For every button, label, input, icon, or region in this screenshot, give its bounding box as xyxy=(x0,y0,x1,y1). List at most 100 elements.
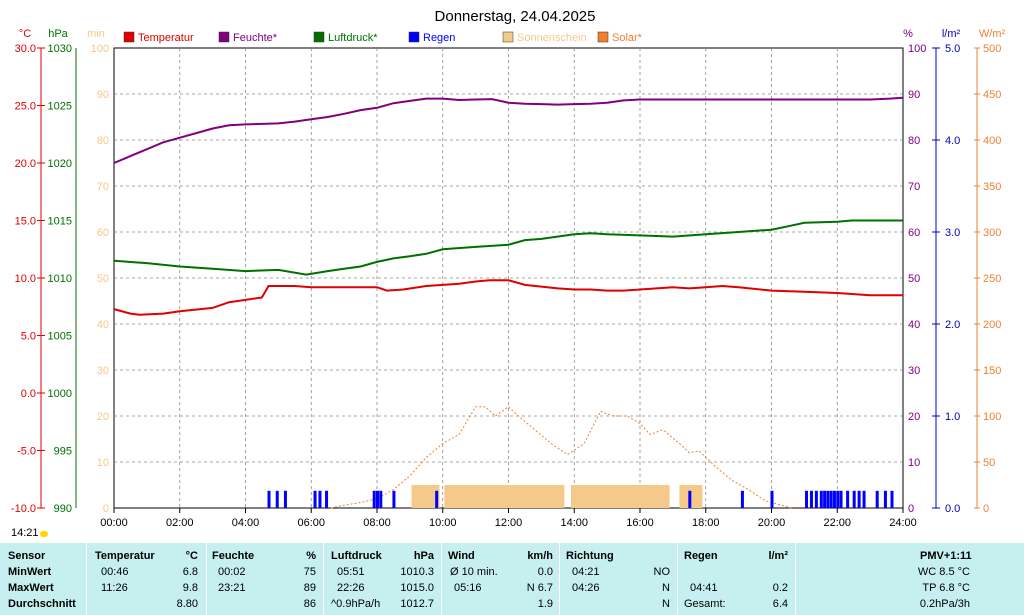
x-tick-label: 22:00 xyxy=(823,517,851,529)
max-hum-time: 23:21 xyxy=(218,582,246,594)
rain-bar xyxy=(392,490,396,508)
temp-tick-label: 0.0 xyxy=(21,388,36,400)
x-tick-label: 00:00 xyxy=(100,517,128,529)
header-humidity: Feuchte xyxy=(212,550,255,562)
pressure-tick-label: 1025 xyxy=(48,101,72,113)
max-wind: N 6.7 xyxy=(526,582,553,594)
axes: °C hPa min 30.0 25.0 20.0 15.0 10.0 5.0 0.0 -5.0 -1… xyxy=(11,28,1006,515)
header-temperature: Temperatur xyxy=(95,550,155,562)
min-hum: 75 xyxy=(303,566,316,578)
sunshine-bar xyxy=(444,485,565,508)
header-direction: Richtung xyxy=(566,550,614,562)
pressure-tick-label: 1000 xyxy=(48,388,72,400)
pressure-tick-label: 1030 xyxy=(48,43,72,55)
rain-bar xyxy=(435,490,439,508)
solar-tick-label: 500 xyxy=(983,43,1001,55)
header-pressure: Luftdruck xyxy=(331,550,382,562)
legend-label: Luftdruck* xyxy=(328,32,378,44)
sunshine-tick-label: 30 xyxy=(97,365,109,377)
avg-press: 1012.7 xyxy=(400,598,434,610)
min-wind: 0.0 xyxy=(537,566,553,578)
rain-bar xyxy=(805,490,809,508)
legend: Temperatur Feuchte* Luftdruck* Regen Sonnens… xyxy=(123,31,643,44)
header-sensor: Sensor xyxy=(8,550,46,562)
rain-bar xyxy=(829,490,833,508)
sunshine-bar xyxy=(570,485,670,508)
solar-tick-label: 450 xyxy=(983,89,1001,101)
sunshine-tick-label: 80 xyxy=(97,135,109,147)
header-wind-unit: km/h xyxy=(527,550,553,562)
temp-tick-label: 30.0 xyxy=(15,43,36,55)
temp-tick-label: 25.0 xyxy=(15,101,36,113)
rain-axis-unit: l/m² xyxy=(942,28,961,40)
rain-bar xyxy=(313,490,317,508)
humidity-tick-label: 0 xyxy=(908,503,914,515)
min-pmv: WC 8.5 °C xyxy=(917,566,970,578)
humidity-tick-label: 80 xyxy=(908,135,920,147)
header-hum-unit: % xyxy=(306,550,316,562)
solar-tick-label: 350 xyxy=(983,181,1001,193)
sunshine-tick-label: 40 xyxy=(97,319,109,331)
row-avg-label: Durchschnitt xyxy=(8,598,76,610)
rain-bar xyxy=(809,490,813,508)
humidity-tick-label: 10 xyxy=(908,457,920,469)
rain-tick-label: 4.0 xyxy=(945,135,960,147)
pressure-tick-label: 990 xyxy=(54,503,72,515)
rain-bar xyxy=(372,490,376,508)
rain-tick-label: 3.0 xyxy=(945,227,960,239)
legend-label: Solar* xyxy=(612,32,643,44)
humidity-tick-label: 30 xyxy=(908,365,920,377)
solar-tick-label: 50 xyxy=(983,457,995,469)
solar-tick-label: 100 xyxy=(983,411,1001,423)
avg-rain: 6.4 xyxy=(772,598,788,610)
legend-label: Temperatur xyxy=(138,32,194,44)
max-dir-time: 04:26 xyxy=(572,582,600,594)
max-press-time: 22:26 xyxy=(337,582,365,594)
min-dir-time: 04:21 xyxy=(572,566,600,578)
rain-bar xyxy=(836,490,840,508)
humidity-tick-label: 50 xyxy=(908,273,920,285)
sunshine-tick-label: 10 xyxy=(97,457,109,469)
stats-table: Sensor Temperatur °C Feuchte % Luftdruck… xyxy=(0,543,1024,615)
humidity-tick-label: 40 xyxy=(908,319,920,331)
x-tick-label: 18:00 xyxy=(692,517,720,529)
rain-bar xyxy=(267,490,271,508)
legend-swatch xyxy=(502,31,514,43)
sunshine-tick-label: 70 xyxy=(97,181,109,193)
sunshine-tick-label: 0 xyxy=(103,503,109,515)
max-wind-time: 05:16 xyxy=(454,582,482,594)
x-tick-label: 20:00 xyxy=(758,517,786,529)
pressure-tick-label: 995 xyxy=(54,446,72,458)
x-tick-label: 16:00 xyxy=(626,517,654,529)
x-tick-label: 24:00 xyxy=(889,517,917,529)
rain-bar xyxy=(814,490,818,508)
rain-bar xyxy=(770,490,774,508)
avg-hum: 86 xyxy=(303,598,316,610)
pressure-tick-label: 1005 xyxy=(48,331,72,343)
rain-bar xyxy=(875,490,879,508)
sunshine-bar xyxy=(411,485,440,508)
chart-title: Donnerstag, 24.04.2025 xyxy=(435,8,596,25)
temp-tick-label: 5.0 xyxy=(21,331,36,343)
humidity-tick-label: 70 xyxy=(908,181,920,193)
max-hum: 89 xyxy=(303,582,316,594)
x-tick-label: 02:00 xyxy=(166,517,194,529)
max-temp: 9.8 xyxy=(182,582,198,594)
rain-bar xyxy=(826,490,830,508)
sunshine-tick-label: 50 xyxy=(97,273,109,285)
solar-tick-label: 200 xyxy=(983,319,1001,331)
humidity-tick-label: 20 xyxy=(908,411,920,423)
avg-rain-label: Gesamt: xyxy=(684,598,726,610)
min-wind-label: Ø 10 min. xyxy=(450,566,498,578)
temp-tick-label: 10.0 xyxy=(15,273,36,285)
legend-label: Feuchte* xyxy=(233,32,278,44)
rain-bar xyxy=(846,490,850,508)
header-press-unit: hPa xyxy=(413,550,434,562)
solar-tick-label: 300 xyxy=(983,227,1001,239)
max-pmv: TP 6.8 °C xyxy=(922,582,970,594)
max-dir: N xyxy=(662,582,670,594)
rain-bar xyxy=(325,490,329,508)
rain-bar xyxy=(275,490,279,508)
rain-bar xyxy=(376,490,379,508)
sunshine-tick-label: 100 xyxy=(91,43,109,55)
